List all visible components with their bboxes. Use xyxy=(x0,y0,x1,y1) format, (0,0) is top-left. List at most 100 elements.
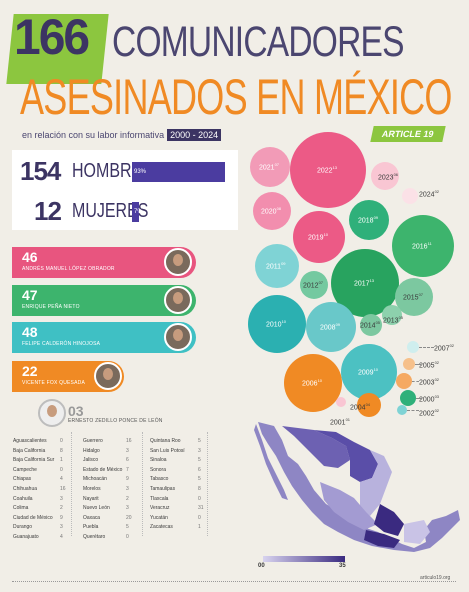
state-value: 16 xyxy=(126,438,132,444)
president-name: ENRIQUE PEÑA NIETO xyxy=(22,304,80,310)
map-region-center xyxy=(320,482,378,530)
bubble-year: 2018 xyxy=(358,217,374,225)
bubble-2006 xyxy=(284,354,342,412)
bubble-2009 xyxy=(341,344,397,400)
bubble-2012 xyxy=(300,271,328,299)
footer-url: articulo19.org xyxy=(420,575,451,581)
state-value: 5 xyxy=(198,476,201,483)
bubble-year: 2008 xyxy=(320,324,336,332)
leader-line xyxy=(407,410,419,411)
state-value: 3 xyxy=(198,447,201,454)
president-count: 22 xyxy=(22,363,38,379)
state-name: Estado de México xyxy=(83,466,123,473)
bubble-label: 200404 xyxy=(350,402,370,411)
president-name: ANDRÉS MANUEL LÓPEZ OBRADOR xyxy=(22,266,115,272)
bubble-year: 2002 xyxy=(419,410,435,418)
state-value: 5 xyxy=(198,438,201,444)
president-row: 47 ENRIQUE PEÑA NIETO xyxy=(12,285,196,316)
bubble-2011 xyxy=(255,244,299,288)
column-divider xyxy=(207,432,208,536)
bubble-2016 xyxy=(392,215,454,277)
bubble-count: 11 xyxy=(427,241,432,246)
state-value: 5 xyxy=(126,524,129,531)
state-value: 20 xyxy=(126,514,132,521)
bubble-2013 xyxy=(382,305,402,325)
state-name: Chihuahua xyxy=(13,486,37,492)
bubble-count: 05 xyxy=(398,315,404,320)
bubble-year: 2014 xyxy=(360,322,376,330)
bubble-count: 07 xyxy=(318,280,324,285)
bubble-count: 13 xyxy=(332,165,338,170)
state-name: Tamaulipas xyxy=(150,486,176,492)
president-row: 48 FELIPE CALDERÓN HINOJOSA xyxy=(12,322,196,353)
state-name: Tabasco xyxy=(150,476,169,483)
bubble-label: 201809 xyxy=(358,215,378,224)
state-value: 3 xyxy=(60,495,63,502)
state-value: 3 xyxy=(126,447,129,454)
bubble-count: 02 xyxy=(434,408,440,413)
legend-min: 00 xyxy=(258,563,265,569)
map-region-northeast xyxy=(360,450,392,516)
bubble-count: 09 xyxy=(373,215,379,220)
map-mainland xyxy=(258,422,460,552)
bubble-label: 200910 xyxy=(358,367,378,376)
bubble-year: 2007 xyxy=(434,345,450,353)
bubble-2001 xyxy=(336,397,346,407)
bubble-year: 2010 xyxy=(266,321,282,329)
state-value: 0 xyxy=(198,495,201,502)
bubble-2008 xyxy=(306,302,356,352)
bubble-count: 02 xyxy=(434,189,440,194)
state-value: 9 xyxy=(60,514,63,521)
bubble-2024 xyxy=(402,188,418,204)
state-value: 5 xyxy=(198,457,201,464)
women-percent: 7% xyxy=(134,209,143,215)
footer-divider xyxy=(12,581,456,582)
map-region-chihuahua xyxy=(314,430,378,482)
headline-number: 166 xyxy=(14,9,90,66)
state-name: Ciudad de México xyxy=(13,514,53,521)
state-name: Aguascalientes xyxy=(13,438,47,444)
bubble-year: 2005 xyxy=(419,362,435,370)
state-name: Nuevo León xyxy=(83,505,110,512)
bubble-2015 xyxy=(395,278,433,316)
bubble-count: 09 xyxy=(335,322,341,327)
bubble-2023 xyxy=(371,162,399,190)
headline-line-1: COMUNICADORES xyxy=(112,18,405,66)
bubble-count: 01 xyxy=(345,417,351,422)
bubble-year: 2011 xyxy=(266,263,282,271)
bubble-year: 2001 xyxy=(330,419,346,427)
state-value: 3 xyxy=(60,524,63,531)
president-row: 03 ERNESTO ZEDILLO PONCE DE LEÓN xyxy=(12,399,196,430)
state-name: Michoacán xyxy=(83,476,107,483)
state-name: Colima xyxy=(13,505,29,512)
state-value: 1 xyxy=(60,457,63,464)
women-bar: 7% xyxy=(132,202,143,222)
bubble-label: 200809 xyxy=(320,322,340,331)
president-row: 22 VICENTE FOX QUESADA xyxy=(12,361,124,392)
bubble-label: 200202 xyxy=(419,408,439,417)
bubble-label: 201405 xyxy=(360,320,380,329)
state-value: 8 xyxy=(60,447,63,454)
state-name: Querétaro xyxy=(83,534,106,540)
map-region-north xyxy=(282,426,350,468)
state-name: Sinaloa xyxy=(150,457,167,464)
bubble-count: 08 xyxy=(276,206,282,211)
state-name: Durango xyxy=(13,524,32,531)
state-name: Coahuila xyxy=(13,495,33,502)
bubble-year: 2006 xyxy=(302,380,318,388)
bubble-count: 10 xyxy=(323,232,329,237)
bubble-year: 2012 xyxy=(303,282,319,290)
president-photo xyxy=(164,323,192,351)
president-name: FELIPE CALDERÓN HINOJOSA xyxy=(22,341,101,347)
state-value: 1 xyxy=(198,524,201,531)
bubble-count: 06 xyxy=(393,172,399,177)
leader-line xyxy=(415,364,421,365)
bubble-count: 13 xyxy=(369,278,375,283)
bubble-year: 2003 xyxy=(419,379,435,387)
bubble-year: 2017 xyxy=(354,280,370,288)
column-divider xyxy=(71,432,72,536)
state-name: San Luis Potosí xyxy=(150,447,185,454)
bubble-count: 07 xyxy=(274,162,280,167)
bubble-2007 xyxy=(407,341,419,353)
bubble-label: 200101 xyxy=(330,417,350,426)
